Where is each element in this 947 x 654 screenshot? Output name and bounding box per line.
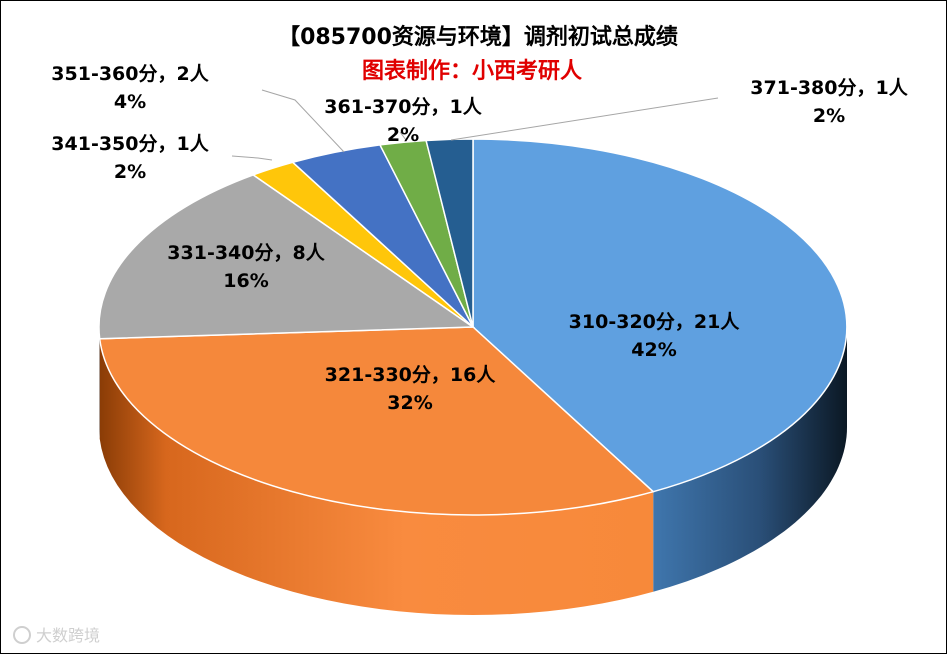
data-label-1: 321-330分，16人 [325, 364, 497, 386]
data-percent-5: 2% [387, 124, 419, 146]
watermark: 大数跨境 [13, 626, 100, 645]
data-percent-2: 16% [223, 270, 268, 292]
data-label-5: 361-370分，1人 [324, 96, 482, 118]
chart-title: 【085700资源与环境】调剂初试总成绩 [278, 24, 678, 50]
pie-tops [98, 138, 848, 516]
leader-line-4 [261, 89, 345, 153]
leader-line-5 [399, 131, 407, 141]
data-label-3: 341-350分，1人 [51, 133, 209, 155]
pie-sides [99, 327, 847, 615]
data-labels: 310-320分，21人 42% 321-330分，16人 32% 331-340分，8… [51, 63, 908, 414]
chart-subtitle: 图表制作：小西考研人 [362, 59, 582, 84]
leader-line-6 [450, 97, 719, 141]
leader-line-3 [231, 155, 273, 161]
data-percent-1: 32% [387, 392, 432, 414]
data-label-0: 310-320分，21人 [569, 311, 741, 333]
data-label-4: 351-360分，2人 [51, 63, 209, 85]
leader-lines [231, 89, 719, 161]
pie-slice-6 [425, 138, 474, 328]
data-percent-0: 42% [631, 339, 676, 361]
data-percent-6: 2% [813, 105, 845, 127]
pie-slice-0 [472, 138, 848, 493]
pie-side-2 [99, 327, 100, 439]
pie-slice-2 [98, 174, 476, 340]
pie-side-1 [99, 338, 654, 615]
pie-slice-1 [98, 326, 655, 516]
data-label-2: 331-340分，8人 [167, 242, 325, 264]
pie-side-0 [653, 327, 847, 592]
watermark-logo-icon [13, 626, 31, 644]
watermark-text: 大数跨境 [36, 626, 100, 645]
data-percent-3: 2% [114, 161, 146, 183]
data-label-6: 371-380分，1人 [750, 77, 908, 99]
data-percent-4: 4% [114, 91, 146, 113]
